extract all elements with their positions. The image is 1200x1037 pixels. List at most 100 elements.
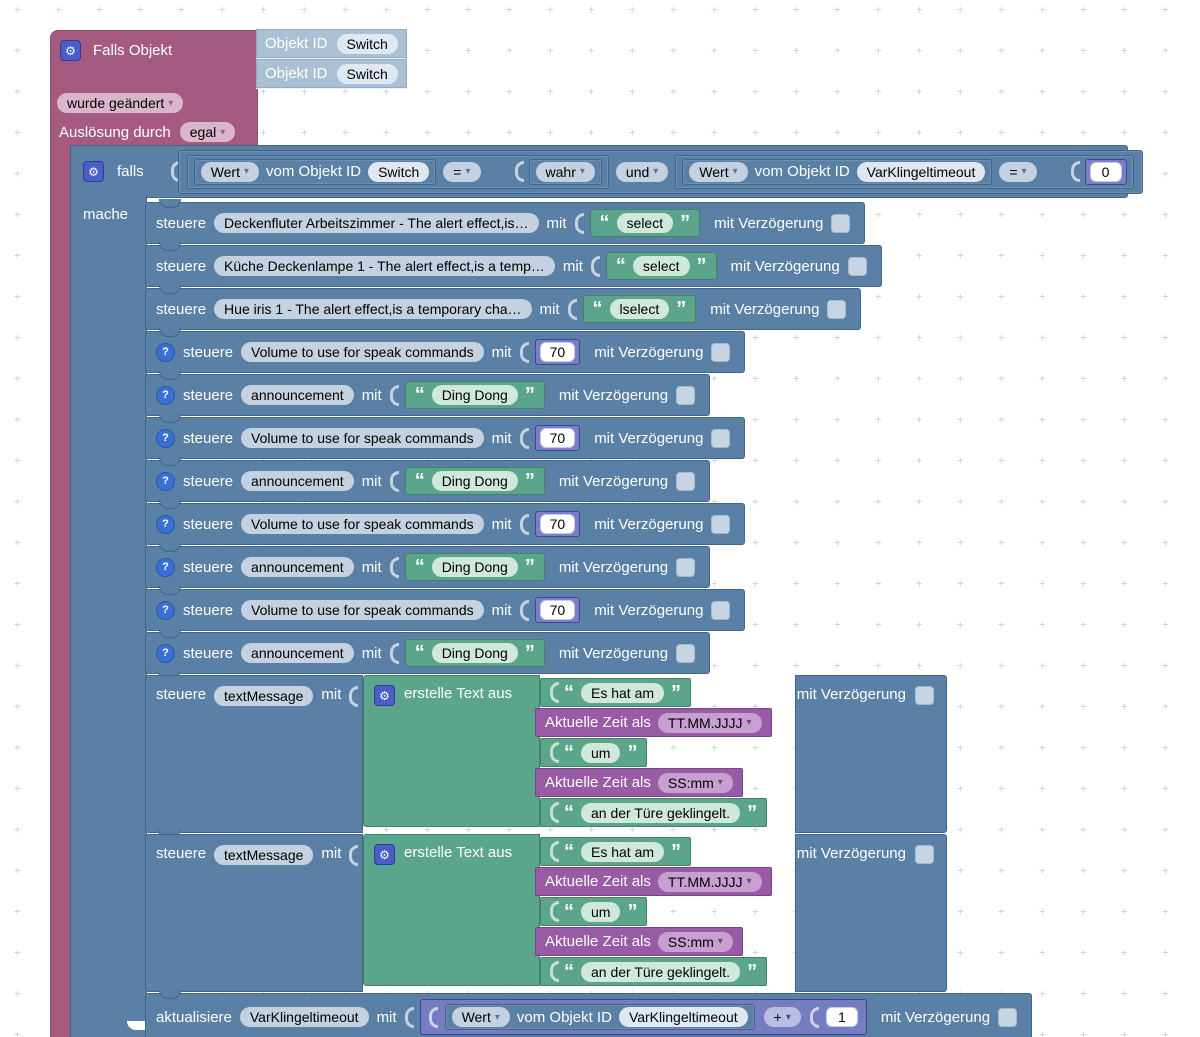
- help-icon[interactable]: ?: [156, 557, 175, 577]
- object-id-block[interactable]: Objekt ID Switch: [256, 59, 407, 88]
- delay-checkbox[interactable]: [847, 256, 867, 276]
- object-name-field[interactable]: textMessage: [214, 686, 314, 706]
- create-text-header[interactable]: ⚙ erstelle Text aus: [363, 834, 540, 986]
- mutator-gear-icon[interactable]: ⚙: [60, 40, 81, 61]
- logic-operator-dropdown[interactable]: und ▾: [615, 161, 669, 182]
- if-block-header[interactable]: ⚙ falls Wert ▾ vom Objekt ID Switch = ▾: [70, 145, 1143, 198]
- time-item-block[interactable]: Aktuelle Zeit als SS:mm ▾: [535, 768, 743, 797]
- value-selector-dropdown[interactable]: Wert ▾: [451, 1007, 510, 1027]
- control-state-block[interactable]: steuere Hue iris 1 - The alert effect,is …: [145, 285, 862, 330]
- delay-checkbox[interactable]: [711, 342, 731, 362]
- text-item-block[interactable]: “ um ”: [540, 897, 648, 926]
- time-item-block[interactable]: Aktuelle Zeit als TT.MM.JJJJ ▾: [535, 708, 772, 737]
- control-state-block[interactable]: ? steuere Volume to use for speak commands…: [145, 414, 746, 459]
- string-field[interactable]: Es hat am: [581, 682, 665, 703]
- string-block[interactable]: “ Ding Dong ”: [404, 467, 545, 495]
- string-field[interactable]: an der Türe geklingelt.: [581, 961, 741, 982]
- create-text-block[interactable]: ⚙ erstelle Text aus “Es hat am” Aktuelle Ze…: [363, 834, 772, 987]
- control-state-block[interactable]: ? steuere announcement mit “ Ding Dong ” mit Ve…: [145, 543, 711, 588]
- control-state-block[interactable]: steuere Küche Deckenlampe 1 - The alert e…: [145, 242, 882, 287]
- textmessage-right[interactable]: mit Verzögerung: [795, 675, 947, 833]
- object-name-field[interactable]: Hue iris 1 - The alert effect,is a tempo…: [214, 299, 532, 319]
- bool-dropdown[interactable]: wahr ▾: [535, 161, 595, 182]
- delay-checkbox[interactable]: [998, 1007, 1018, 1027]
- object-name-field[interactable]: announcement: [241, 557, 354, 577]
- time-item-block[interactable]: Aktuelle Zeit als SS:mm ▾: [535, 927, 743, 956]
- math-operator-dropdown[interactable]: + ▾: [763, 1007, 801, 1027]
- string-block[interactable]: “ select ”: [605, 252, 717, 280]
- string-field[interactable]: um: [581, 742, 621, 763]
- control-state-block[interactable]: ? steuere Volume to use for speak commands…: [145, 586, 746, 631]
- number-shadow-block[interactable]: 70: [534, 597, 581, 623]
- time-format-dropdown[interactable]: SS:mm ▾: [657, 772, 733, 793]
- mutator-gear-icon[interactable]: ⚙: [374, 685, 395, 706]
- text-item-block[interactable]: “ Es hat am ”: [540, 678, 692, 707]
- get-value-block[interactable]: Wert ▾ vom Objekt ID Switch: [193, 158, 437, 185]
- time-format-dropdown[interactable]: SS:mm ▾: [657, 931, 733, 952]
- if-block-spine[interactable]: mache: [70, 196, 147, 1022]
- help-icon[interactable]: ?: [156, 514, 175, 534]
- control-state-block[interactable]: ? steuere announcement mit “ Ding Dong ” mit Ve…: [145, 371, 711, 416]
- string-field[interactable]: Es hat am: [581, 841, 665, 862]
- create-text-header[interactable]: ⚙ erstelle Text aus: [363, 675, 540, 827]
- update-state-block[interactable]: aktualisiere VarKlingeltimeout mit Wert ▾ vom…: [145, 990, 1033, 1037]
- textmessage-left[interactable]: steuere textMessage mit: [145, 834, 363, 992]
- object-id-field[interactable]: VarKlingeltimeout: [618, 1007, 748, 1027]
- object-name-field[interactable]: Volume to use for speak commands: [241, 600, 484, 620]
- string-block[interactable]: “ lselect ”: [582, 295, 697, 323]
- delay-checkbox[interactable]: [676, 643, 696, 663]
- number-field[interactable]: 1: [825, 1007, 858, 1027]
- text-item-block[interactable]: “ um ”: [540, 738, 648, 767]
- number-shadow-block[interactable]: 70: [534, 511, 581, 537]
- string-block[interactable]: “ select ”: [589, 209, 701, 237]
- control-state-block[interactable]: ? steuere announcement mit “ Ding Dong ” mit Ve…: [145, 457, 711, 502]
- help-icon[interactable]: ?: [156, 471, 175, 491]
- string-block[interactable]: “ Ding Dong ”: [404, 381, 545, 409]
- control-state-block[interactable]: ? steuere Volume to use for speak commands…: [145, 328, 746, 373]
- bool-shadow-block[interactable]: wahr ▾: [528, 158, 602, 185]
- object-name-field[interactable]: Deckenfluter Arbeitszimmer - The alert e…: [214, 213, 539, 233]
- number-shadow-block[interactable]: 70: [534, 339, 581, 365]
- get-value-block[interactable]: Wert ▾ vom Objekt ID VarKlingeltimeout: [682, 158, 993, 185]
- logic-and-block[interactable]: Wert ▾ vom Objekt ID Switch = ▾ wahr ▾: [177, 149, 1143, 194]
- object-name-field[interactable]: Volume to use for speak commands: [241, 342, 484, 362]
- object-id-field[interactable]: Switch: [336, 33, 398, 54]
- help-icon[interactable]: ?: [156, 600, 175, 620]
- time-format-dropdown[interactable]: TT.MM.JJJJ ▾: [657, 712, 762, 733]
- trigger-change-dropdown[interactable]: wurde geändert ▾: [57, 93, 184, 113]
- object-id-field[interactable]: Switch: [368, 161, 430, 182]
- object-id-field[interactable]: Switch: [336, 63, 398, 84]
- time-item-block[interactable]: Aktuelle Zeit als TT.MM.JJJJ ▾: [535, 867, 772, 896]
- string-field[interactable]: Ding Dong: [431, 385, 518, 405]
- delay-checkbox[interactable]: [915, 845, 934, 864]
- operator-dropdown[interactable]: = ▾: [443, 161, 481, 182]
- trigger-edge-dropdown[interactable]: egal ▾: [179, 122, 236, 142]
- value-selector-dropdown[interactable]: Wert ▾: [689, 161, 748, 182]
- object-name-field[interactable]: announcement: [241, 643, 354, 663]
- set-textmessage-block[interactable]: steuere textMessage mit ⚙ erstelle Text aus “…: [145, 671, 947, 833]
- text-item-block[interactable]: “ an der Türe geklingelt. ”: [540, 957, 768, 986]
- text-item-block[interactable]: “ Es hat am ”: [540, 837, 692, 866]
- object-name-field[interactable]: Volume to use for speak commands: [241, 428, 484, 448]
- delay-checkbox[interactable]: [711, 428, 731, 448]
- help-icon[interactable]: ?: [156, 643, 175, 663]
- create-text-block[interactable]: ⚙ erstelle Text aus “Es hat am” Aktuelle Ze…: [363, 675, 772, 828]
- string-field[interactable]: Ding Dong: [431, 557, 518, 577]
- value-selector-dropdown[interactable]: Wert ▾: [200, 161, 260, 182]
- delay-checkbox[interactable]: [827, 299, 847, 319]
- object-name-field[interactable]: announcement: [241, 471, 354, 491]
- comparison-block[interactable]: Wert ▾ vom Objekt ID Switch = ▾ wahr ▾: [186, 154, 609, 189]
- string-field[interactable]: Ding Dong: [431, 471, 518, 491]
- delay-checkbox[interactable]: [915, 686, 934, 705]
- number-field[interactable]: 70: [539, 342, 576, 362]
- number-field[interactable]: 70: [539, 600, 576, 620]
- number-field[interactable]: 70: [539, 514, 576, 534]
- string-field[interactable]: an der Türe geklingelt.: [581, 802, 741, 823]
- help-icon[interactable]: ?: [156, 385, 175, 405]
- set-textmessage-block[interactable]: steuere textMessage mit ⚙ erstelle Text aus “…: [145, 830, 947, 992]
- object-id-field[interactable]: VarKlingeltimeout: [856, 161, 986, 182]
- string-field[interactable]: um: [581, 901, 621, 922]
- mutator-gear-icon[interactable]: ⚙: [374, 844, 395, 865]
- string-field[interactable]: select: [616, 213, 674, 233]
- string-field[interactable]: lselect: [609, 299, 670, 319]
